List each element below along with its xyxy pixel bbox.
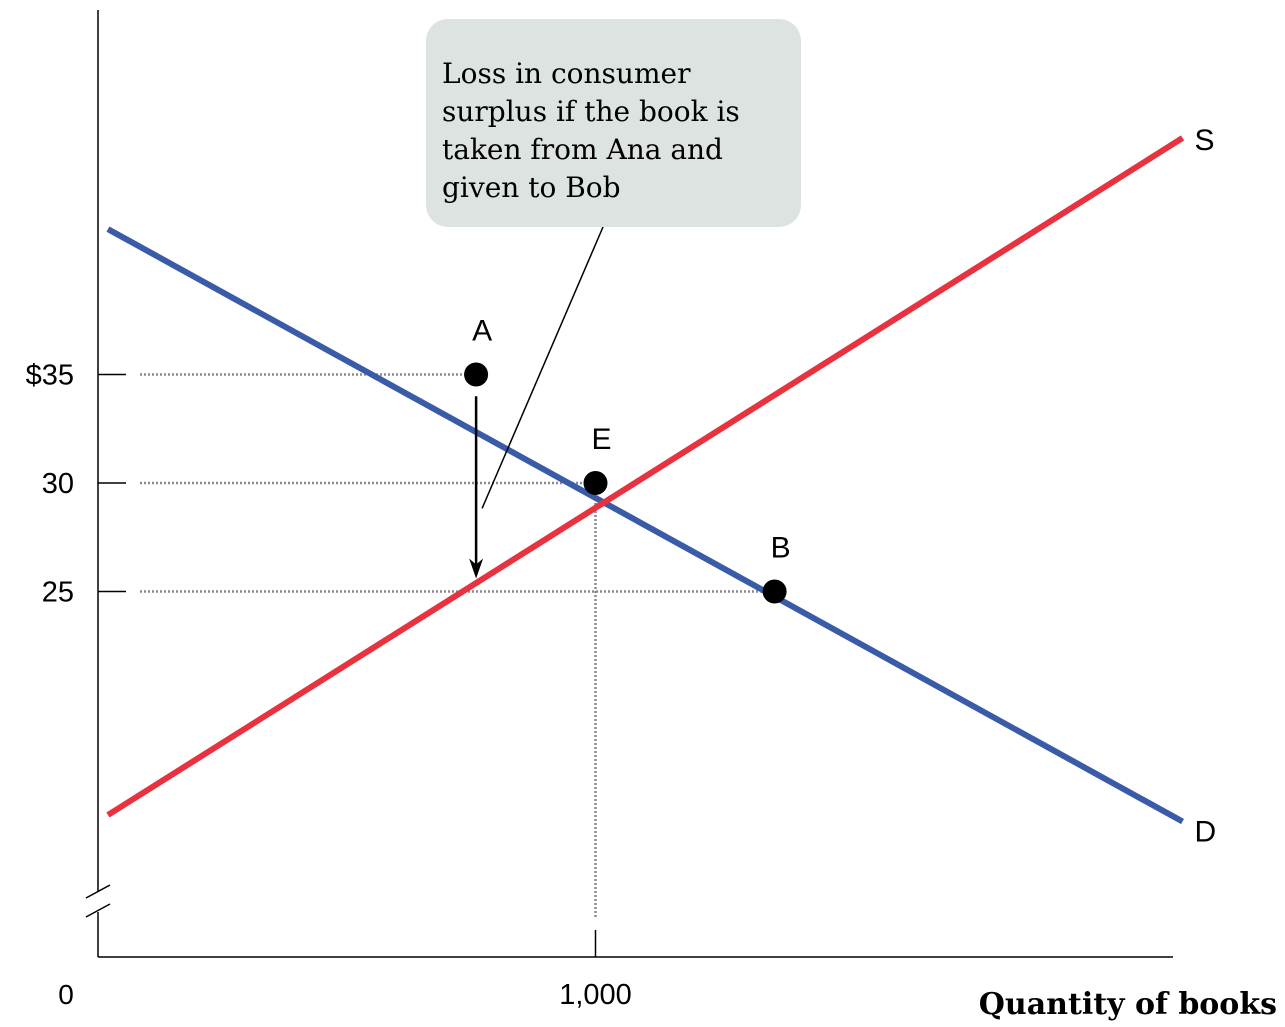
curve-d (106, 226, 1184, 825)
y-tick-label: $35 (26, 360, 74, 392)
arrow-head (469, 558, 484, 579)
curve-label-s: S (1195, 124, 1215, 157)
x-tick-label: 1,000 (559, 979, 632, 1011)
curves: DS (106, 124, 1217, 849)
y-tick-label: 25 (42, 577, 74, 609)
annotation-callout: Loss in consumer surplus if the book is ta… (426, 19, 801, 509)
curve-label-d: D (1195, 816, 1217, 849)
y-ticks: $35 30 25 (26, 360, 126, 609)
point-label-e: E (591, 423, 611, 456)
point-a (464, 362, 489, 387)
x-axis-title: Quantity of books (979, 987, 1277, 1022)
point-e (583, 471, 608, 495)
point-b (762, 579, 787, 604)
annotation-text-line: surplus if the book is (442, 95, 740, 128)
axis-break-mark-2 (85, 903, 111, 918)
curve-s (106, 135, 1185, 818)
origin-label: 0 (58, 979, 74, 1010)
point-label-b: B (771, 532, 791, 565)
y-tick-label: 30 (42, 468, 74, 500)
x-ticks: 1,000 (559, 930, 632, 1011)
price-drop-arrow (469, 396, 484, 579)
axis-break-mark-1 (85, 884, 111, 899)
annotation-box (426, 19, 801, 227)
annotation-text-line: taken from Ana and (442, 133, 723, 166)
point-label-a: A (472, 315, 492, 348)
annotation-leader-line (481, 226, 604, 509)
points: A E B (464, 315, 791, 604)
annotation-text-line: given to Bob (442, 171, 621, 204)
annotation-text-line: Loss in consumer (442, 57, 691, 90)
